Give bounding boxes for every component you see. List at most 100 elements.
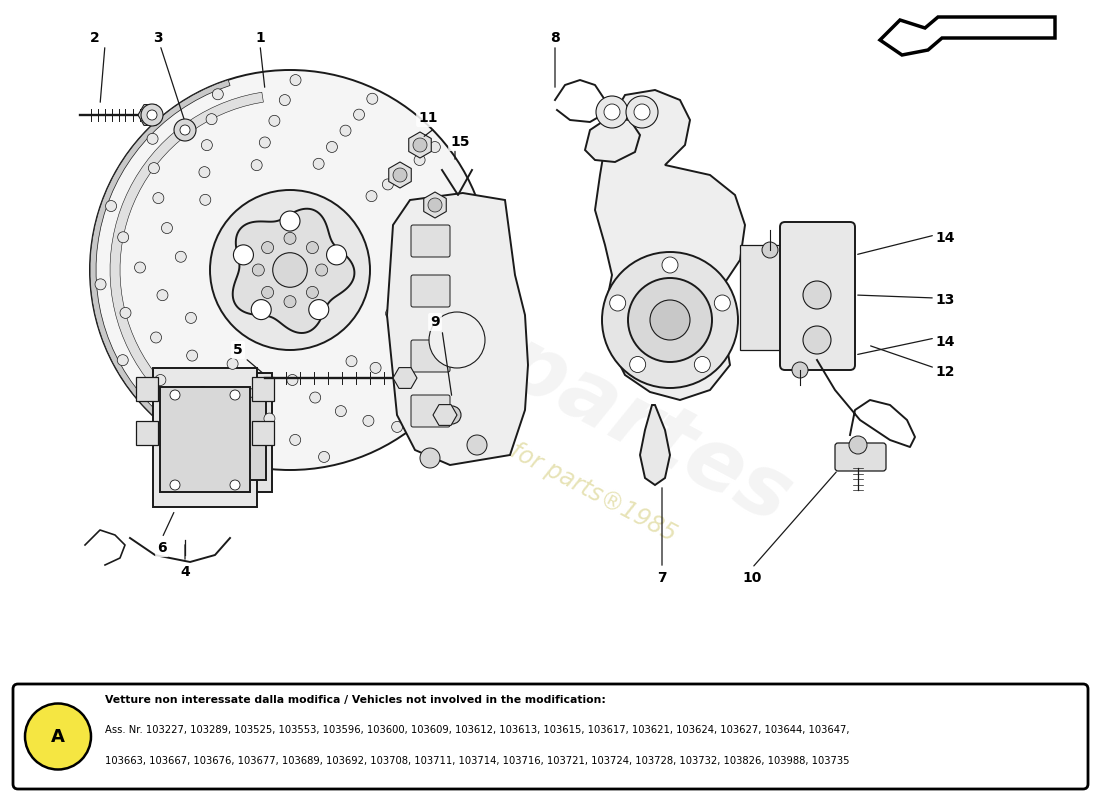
FancyBboxPatch shape [411,340,450,372]
Circle shape [25,703,91,770]
FancyBboxPatch shape [189,392,266,480]
Circle shape [604,104,620,120]
Text: 14: 14 [935,335,955,349]
Circle shape [287,374,298,386]
Circle shape [118,232,129,242]
FancyBboxPatch shape [13,684,1088,789]
Polygon shape [595,90,745,400]
Circle shape [366,94,377,104]
Circle shape [174,119,196,141]
Circle shape [628,278,712,362]
Circle shape [307,286,318,298]
Circle shape [197,386,208,398]
Circle shape [370,362,381,374]
Circle shape [634,104,650,120]
Circle shape [629,357,646,373]
Circle shape [273,253,307,287]
Text: A: A [51,727,65,746]
Polygon shape [90,80,230,460]
Circle shape [468,435,487,455]
Circle shape [148,162,159,174]
Text: 2: 2 [90,31,100,45]
Circle shape [170,390,180,400]
FancyBboxPatch shape [136,377,158,401]
Circle shape [429,303,440,314]
Polygon shape [138,105,162,126]
Circle shape [694,357,711,373]
Circle shape [284,232,296,244]
Text: 6: 6 [157,541,167,555]
Circle shape [340,125,351,136]
Circle shape [414,154,425,166]
Circle shape [336,406,346,417]
Circle shape [407,306,418,318]
FancyBboxPatch shape [411,225,450,257]
FancyBboxPatch shape [411,395,450,427]
Circle shape [431,231,442,242]
Circle shape [420,366,431,378]
Circle shape [187,350,198,361]
Polygon shape [880,17,1055,55]
Polygon shape [393,368,417,388]
Text: europartes: europartes [295,218,805,542]
Circle shape [803,281,830,309]
Text: 4: 4 [180,565,190,579]
Circle shape [662,257,678,273]
Circle shape [199,166,210,178]
Text: passion for parts®1985: passion for parts®1985 [420,393,680,547]
Circle shape [210,190,370,350]
Circle shape [395,366,406,377]
Text: 5: 5 [233,343,243,357]
Circle shape [141,104,163,126]
Circle shape [175,251,186,262]
Circle shape [289,434,300,446]
FancyBboxPatch shape [252,422,274,446]
Circle shape [118,354,129,366]
Polygon shape [233,209,354,333]
Circle shape [392,422,403,433]
Circle shape [650,300,690,340]
Circle shape [280,211,300,231]
Circle shape [762,242,778,258]
Text: 15: 15 [450,135,470,149]
Circle shape [230,390,240,400]
Circle shape [251,300,272,320]
Circle shape [327,142,338,153]
Circle shape [284,296,296,308]
Circle shape [252,264,264,276]
Circle shape [385,308,396,319]
Circle shape [803,326,830,354]
Circle shape [147,134,158,144]
Polygon shape [585,118,640,162]
Circle shape [268,115,279,126]
Circle shape [307,242,318,254]
Circle shape [233,245,253,265]
Circle shape [153,193,164,203]
Text: Vetture non interessate dalla modifica / Vehicles not involved in the modificati: Vetture non interessate dalla modifica /… [104,695,606,705]
FancyBboxPatch shape [252,377,274,401]
Text: 3: 3 [153,31,163,45]
Circle shape [473,290,484,301]
Circle shape [279,94,290,106]
Circle shape [596,96,628,128]
Circle shape [429,142,440,153]
FancyBboxPatch shape [160,386,250,492]
Circle shape [260,137,271,148]
Circle shape [327,245,346,265]
Circle shape [393,168,407,182]
Circle shape [443,406,461,424]
Circle shape [609,295,626,311]
Circle shape [316,264,328,276]
Polygon shape [110,92,263,448]
Circle shape [151,332,162,343]
Circle shape [242,387,253,398]
Text: 13: 13 [935,293,955,307]
Circle shape [106,201,117,211]
Circle shape [447,364,458,375]
Circle shape [262,242,274,254]
Circle shape [363,415,374,426]
Circle shape [310,392,321,403]
Text: 11: 11 [418,111,438,125]
Circle shape [346,356,358,366]
Circle shape [212,89,223,100]
